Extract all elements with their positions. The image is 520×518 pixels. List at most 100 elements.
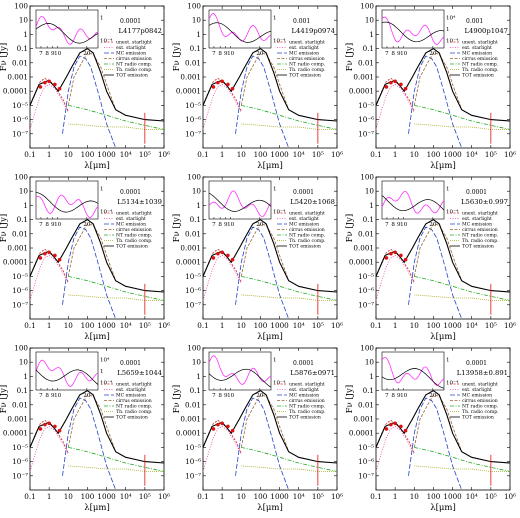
series-mc-emission	[62, 55, 117, 149]
data-point	[38, 256, 43, 260]
legend-label: TOT emission	[116, 415, 148, 421]
inset-x-tick-label: 8	[218, 222, 222, 228]
data-point	[389, 80, 393, 85]
legend-label: cirrus emission	[116, 56, 152, 62]
y-tick-label: 1	[23, 201, 28, 210]
x-tick-label: 0.1	[370, 321, 381, 330]
x-tick-label: 10⁵	[312, 321, 324, 330]
series-ext-starlight	[29, 254, 69, 301]
x-tick-label: 10⁵	[312, 150, 324, 159]
panel-L5630p0997: 100 10 1 0.1 0.01 0.001 0.0001 10⁻⁵ 10⁻⁶ 10⁻⁷ 0.1 1…	[345, 173, 516, 343]
y-axis-label: Fν [Jy]	[345, 43, 355, 72]
inset-y-tick-label: 1	[100, 16, 104, 22]
legend-label: MC emission	[116, 51, 146, 57]
inset-x-tick-label: 8	[45, 393, 49, 399]
legend-label: TOT emission	[462, 415, 494, 421]
x-tick-label: 10⁵	[312, 492, 324, 501]
panel-L5876p0971: 100 10 1 0.1 0.01 0.001 0.0001 10⁻⁵ 10⁻⁶ 10⁻⁷ 0.1 1…	[172, 344, 343, 514]
x-tick-label: 0.1	[197, 150, 208, 159]
inset-x-tick-label: 10	[400, 222, 408, 228]
inset-x-tick-label: 9	[397, 51, 401, 57]
series-cirrus-emission	[413, 52, 463, 110]
inset-model-spectrum	[35, 369, 99, 385]
legend-label: unext. starlight	[462, 382, 498, 388]
inset-observed-spectrum	[35, 15, 99, 45]
y-tick-label: 10⁻⁷	[358, 300, 374, 309]
panel-L5420p1068: 100 10 1 0.1 0.01 0.001 0.0001 10⁻⁵ 10⁻⁶ 10⁻⁷ 0.1 1…	[172, 173, 343, 343]
legend-label: NT radio comp.	[116, 404, 153, 410]
legend-label: ext. starlight	[116, 387, 146, 393]
y-tick-label: 10⁻⁶	[185, 457, 201, 466]
series-mc-emission	[408, 55, 463, 149]
legend-label: unext. starlight	[289, 211, 325, 217]
inset-x-tick-label: 9	[51, 393, 55, 399]
legend-label: TOT emission	[289, 415, 321, 421]
y-tick-label: 0.0001	[3, 429, 28, 438]
data-point	[393, 421, 397, 426]
x-tick-label: 1000	[270, 150, 289, 159]
data-point	[230, 257, 235, 262]
inset-x-tick-label: 10	[227, 51, 235, 57]
series-cirrus-emission	[67, 394, 117, 452]
inset-x-tick-label: 20	[429, 51, 437, 57]
series-unext-starlight	[202, 248, 242, 283]
x-tick-label: 10⁵	[485, 321, 497, 330]
inset-x-tick-label: 8	[391, 51, 395, 57]
inset-observed-spectrum	[208, 13, 272, 42]
legend-label: ext. starlight	[462, 216, 492, 222]
legend-label: unext. starlight	[289, 40, 325, 46]
x-tick-label: 10⁶	[158, 150, 170, 159]
inset-y-tick-label: 1	[100, 369, 104, 375]
inset-x-tick-label: 20	[429, 222, 437, 228]
panel-L5134p1039: 100 10 1 0.1 0.01 0.001 0.0001 10⁻⁵ 10⁻⁶ 10⁻⁷ 0.1 1…	[0, 173, 170, 343]
inset-x-tick-label: 10	[54, 222, 62, 228]
x-tick-label: 1	[47, 321, 52, 330]
data-point	[403, 257, 408, 262]
series-ext-starlight	[202, 425, 242, 472]
legend-label: unext. starlight	[462, 40, 498, 46]
x-tick-label: 10⁵	[139, 321, 151, 330]
inset-x-tick-label: 10	[400, 51, 408, 57]
legend-label: NT radio comp.	[462, 233, 499, 239]
inset-y-tick-label: 10⁻⁴	[100, 208, 113, 215]
y-tick-label: 10⁻⁵	[185, 272, 201, 281]
data-point	[399, 424, 403, 429]
y-tick-label: 10⁻⁶	[358, 115, 374, 124]
y-axis-label: Fν [Jy]	[172, 385, 182, 414]
y-tick-label: 0.1	[17, 215, 28, 224]
data-point	[220, 421, 224, 426]
inset-model-spectrum	[381, 21, 445, 43]
y-tick-label: 0.1	[363, 215, 374, 224]
legend-label: MC emission	[462, 393, 492, 399]
y-tick-label: 100	[360, 2, 374, 11]
x-tick-label: 10⁶	[331, 150, 343, 159]
x-tick-label: 10⁴	[466, 492, 478, 501]
inset-y-tick-label: 1	[100, 187, 104, 193]
y-tick-label: 10	[365, 16, 375, 25]
data-point	[384, 427, 389, 431]
legend-label: ext. starlight	[289, 45, 319, 51]
y-tick-label: 0.001	[180, 73, 201, 82]
x-tick-label: 100	[427, 321, 441, 330]
legend-label: MC emission	[289, 222, 319, 228]
inset-annotation: 0.0001	[466, 189, 487, 196]
series-unext-starlight	[375, 419, 415, 454]
series-unext-starlight	[375, 77, 415, 112]
x-tick-label: 10	[237, 321, 247, 330]
x-tick-label: 10⁴	[120, 492, 132, 501]
y-tick-label: 0.1	[190, 44, 201, 53]
data-point	[57, 86, 62, 91]
inset-annotation: 0.0001	[120, 360, 141, 367]
series-th-radio-comp-	[68, 123, 164, 130]
x-tick-label: 1	[220, 150, 225, 159]
x-tick-label: 100	[254, 321, 268, 330]
inset-frame	[35, 9, 99, 49]
data-point	[389, 422, 393, 427]
data-point	[57, 257, 62, 262]
legend-label: ext. starlight	[116, 216, 146, 222]
series-cirrus-emission	[67, 52, 117, 110]
panel-label: L13958±0.891	[457, 369, 508, 377]
inset-annotation: 0.001	[293, 18, 310, 25]
y-tick-label: 10	[19, 358, 29, 367]
